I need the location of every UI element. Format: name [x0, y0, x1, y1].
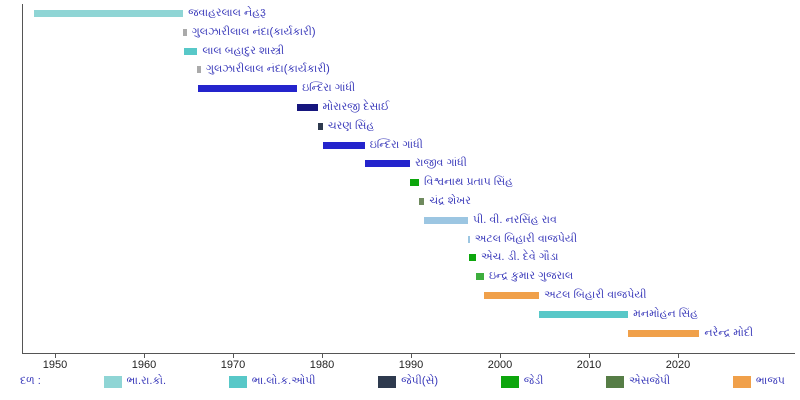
- legend-item: ભા.લો.ક.ઓપી: [228, 375, 316, 388]
- legend-label: ભા.રા.કો.: [126, 375, 167, 387]
- legend-label: જેડી: [523, 375, 544, 387]
- x-tick-mark: [500, 354, 501, 358]
- legend: દળ : ભા.રા.કો. ભા.લો.ક.ઓપી જેપી(સે) જેડી એસજ…: [20, 375, 785, 388]
- timeline-bar-label: વિશ્વનાથ પ્રતાપ સિંહ: [424, 176, 513, 189]
- x-tick-mark: [144, 354, 145, 358]
- timeline-bar-label: એચ. ડી. દેવે ગૌડા: [480, 251, 559, 264]
- timeline-bar: [539, 310, 629, 318]
- x-tick-label: 1950: [42, 359, 68, 371]
- timeline-bar-label: ઇન્દ્ર કુમાર ગુજરાલ: [488, 270, 574, 283]
- timeline-bar: [364, 160, 411, 168]
- x-tick-label: 1960: [131, 359, 157, 371]
- timeline-bar-label: ચરણ સિંહ: [327, 119, 375, 132]
- timeline-bar: [197, 66, 201, 74]
- timeline-bar-label: રાજીવ ગાંધી: [415, 157, 467, 170]
- x-tick-mark: [678, 354, 679, 358]
- timeline-bar: [628, 329, 700, 337]
- x-tick-label: 2000: [487, 359, 513, 371]
- legend-swatch: [500, 375, 519, 388]
- timeline-bar-label: પી. વી. નરસિંહ રાવ: [472, 213, 557, 226]
- timeline-bar-label: ચંદ્ર શેખર: [429, 195, 471, 207]
- legend-swatch: [732, 375, 751, 388]
- timeline-bar-label: ગુલઝારીલાલ નંદા(કાર્યકારી): [205, 63, 330, 76]
- legend-item: જેડી: [500, 375, 544, 388]
- timeline-bar: [467, 235, 470, 243]
- timeline-bar-label: અટલ બિહારી વાજપેયી: [474, 232, 578, 245]
- x-tick-label: 1980: [309, 359, 335, 371]
- x-tick-label: 2010: [576, 359, 602, 371]
- timeline-bar: [475, 273, 484, 281]
- legend-swatch: [606, 375, 624, 388]
- legend-label: એસજેપી: [629, 375, 671, 387]
- timeline-bar: [419, 198, 425, 205]
- legend-swatch: [228, 375, 247, 388]
- timeline-bar-label: ઇન્દિરા ગાંધી: [302, 82, 356, 95]
- timeline-bar: [297, 104, 318, 111]
- timeline-bar-label: ગુલઝારીલાલ નંદા(કાર્યકારી): [191, 25, 316, 38]
- timeline-bar: [183, 28, 187, 36]
- legend-label: જેપી(સે): [401, 375, 439, 387]
- legend-label: ભાજપ: [755, 375, 785, 387]
- legend-item: એસજેપી: [606, 375, 670, 388]
- legend-title: દળ :: [20, 375, 41, 387]
- legend-label: ભા.લો.ક.ઓપી: [251, 375, 316, 387]
- timeline-bar-label: લાલ બહાદુર શાસ્ત્રી: [202, 44, 285, 57]
- legend-item: ભાજપ: [732, 375, 785, 388]
- x-axis-line: [22, 353, 795, 354]
- x-tick-label: 2020: [665, 359, 691, 371]
- legend-swatch: [378, 375, 397, 388]
- legend-item: ભા.રા.કો.: [103, 375, 167, 388]
- x-tick-label: 1990: [398, 359, 424, 371]
- x-tick-label: 1970: [220, 359, 246, 371]
- x-tick-mark: [55, 354, 56, 358]
- timeline-bar: [468, 254, 476, 262]
- x-tick-mark: [411, 354, 412, 358]
- legend-item: જેપી(સે): [378, 375, 438, 388]
- timeline-bar: [184, 47, 198, 55]
- timeline-bar-label: જવાહરલાલ નેહરૂ: [188, 7, 266, 19]
- timeline-bar-label: અટલ બિહારી વાજપેયી: [544, 289, 647, 301]
- timeline-bar: [424, 216, 468, 224]
- timeline-bar: [410, 179, 419, 187]
- timeline-bar-label: મનમોહન સિંહ: [633, 307, 698, 320]
- timeline-bar-label: ઇન્દિરા ગાંધી: [369, 138, 423, 151]
- timeline-bar-label: મોરારજી દેસાઈ: [322, 101, 390, 113]
- y-axis-line: [22, 4, 23, 354]
- timeline-bar-label: નરેન્દ્ર મોદી: [704, 326, 754, 339]
- timeline-bar: [198, 85, 298, 93]
- timeline-bar: [317, 122, 323, 130]
- x-tick-mark: [233, 354, 234, 358]
- legend-swatch: [103, 375, 122, 388]
- timeline-bar: [33, 10, 184, 17]
- x-tick-mark: [589, 354, 590, 358]
- timeline-bar: [483, 292, 540, 299]
- x-tick-mark: [322, 354, 323, 358]
- timeline-bar: [322, 141, 365, 149]
